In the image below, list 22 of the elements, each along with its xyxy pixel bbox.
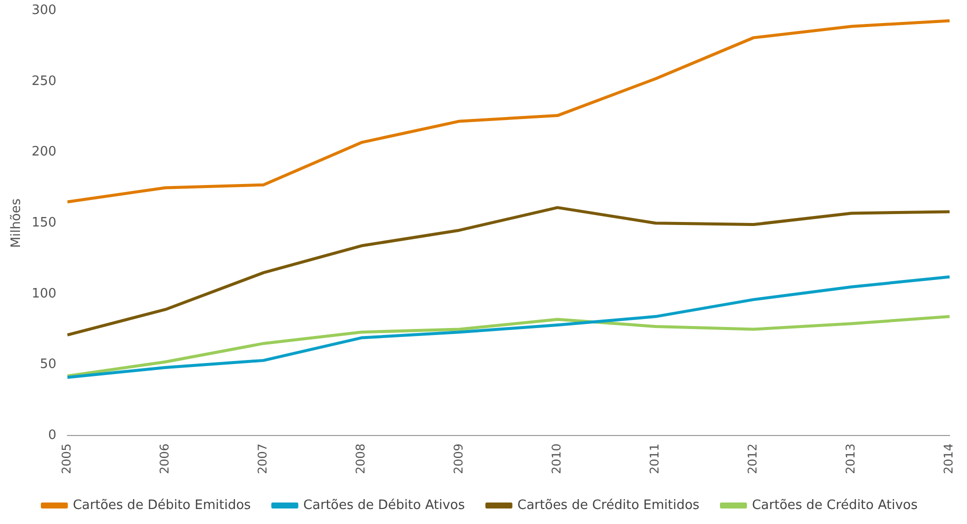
y-tick-label: 100 <box>32 286 56 302</box>
y-tick-label: 50 <box>40 357 56 372</box>
legend-label: Cartões de Crédito Ativos <box>752 498 918 513</box>
x-tick-label: 2007 <box>256 443 270 474</box>
y-tick-label: 200 <box>32 144 56 160</box>
x-tick-label: 2011 <box>648 443 662 474</box>
x-tick-label: 2014 <box>942 443 956 474</box>
y-tick-label: 150 <box>32 216 56 231</box>
x-tick-label: 2012 <box>746 443 760 474</box>
x-tick-label: 2005 <box>60 443 74 474</box>
x-tick-label: 2006 <box>158 443 172 474</box>
x-tick-label: 2010 <box>550 443 564 474</box>
legend-label: Cartões de Crédito Emitidos <box>517 498 700 513</box>
y-tick-label: 0 <box>48 428 56 443</box>
x-tick-label: 2013 <box>844 443 858 474</box>
y-axis-title: Milhões <box>9 198 24 248</box>
x-tick-label: 2008 <box>354 443 368 474</box>
x-tick-label: 2009 <box>452 443 466 474</box>
y-tick-label: 250 <box>32 74 56 89</box>
legend-label: Cartões de Débito Emitidos <box>72 498 252 513</box>
legend-label: Cartões de Débito Ativos <box>303 498 466 513</box>
y-tick-label: 300 <box>32 3 56 18</box>
